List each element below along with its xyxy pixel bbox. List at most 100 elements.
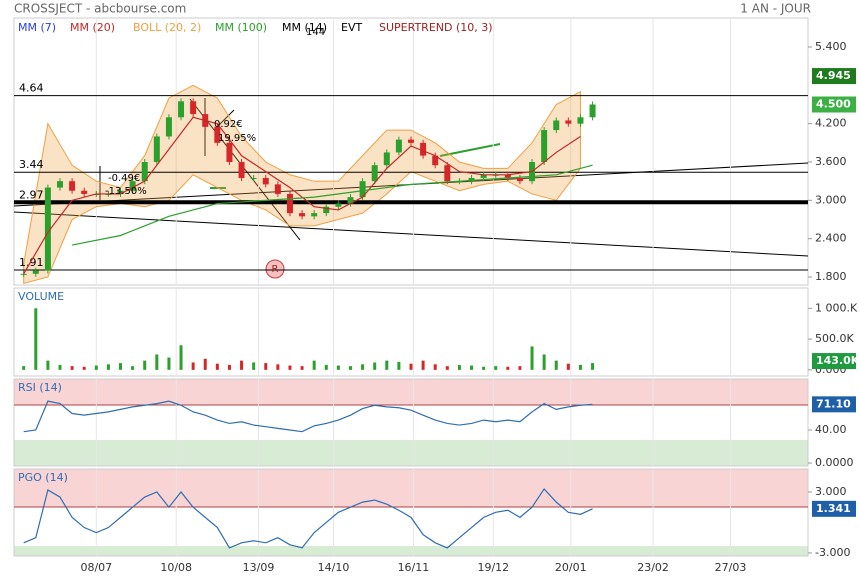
candle — [577, 117, 584, 124]
price-panel — [13, 17, 809, 286]
value-badge — [812, 500, 856, 517]
y-tick-label: 2.400 — [815, 232, 847, 245]
volume-bar — [167, 357, 171, 370]
volume-bar — [179, 345, 183, 370]
volume-bar — [397, 361, 401, 370]
ma-line — [23, 116, 581, 275]
volume-bar — [119, 363, 123, 370]
candle — [323, 206, 330, 214]
legend-entry: MM (100) — [215, 21, 267, 34]
ma-line — [71, 164, 593, 246]
event-marker[interactable] — [265, 259, 285, 279]
volume-bar — [542, 354, 546, 370]
y-tick-label: 0.0000 — [815, 456, 854, 469]
candle — [565, 120, 572, 124]
indicator-line — [23, 487, 593, 549]
candle — [178, 101, 185, 118]
volume-bar — [46, 360, 50, 370]
value-badge — [812, 68, 856, 85]
volume-bar — [506, 366, 510, 370]
volume-bar — [227, 364, 231, 370]
y-tick-label: 3.000 — [815, 193, 847, 206]
y-tick-label: 500.0K — [815, 332, 854, 345]
level-label: 4.64 — [19, 82, 44, 95]
x-tick-label: 13/09 — [243, 561, 275, 574]
value-badge — [812, 396, 856, 413]
volume-bar — [554, 360, 558, 370]
volume-bar — [482, 366, 486, 370]
y-tick-label: 1.800 — [815, 270, 847, 283]
value-badge-label: 143.0K — [816, 354, 860, 367]
value-badge-label: 4.500 — [816, 98, 851, 111]
candle — [432, 155, 439, 166]
candle — [468, 177, 475, 182]
candle — [504, 174, 511, 178]
volume-bar — [324, 364, 328, 370]
candle — [190, 101, 197, 115]
volume-bar — [530, 346, 534, 370]
volume-bar — [240, 360, 244, 370]
volume-bar — [191, 362, 195, 370]
volume-bar — [445, 366, 449, 370]
volume-bar — [578, 364, 582, 370]
candle — [274, 184, 281, 194]
candle — [395, 139, 402, 153]
y-tick-label: 4.200 — [815, 117, 847, 130]
candle — [359, 181, 366, 198]
volume-bar — [70, 366, 74, 370]
trend-line — [13, 211, 809, 257]
y-tick-label: 3.000 — [815, 485, 847, 498]
volume-bar — [566, 363, 570, 370]
y-tick-label: 5.400 — [815, 40, 847, 53]
y-tick-label: 3.600 — [815, 155, 847, 168]
volume-bar — [58, 364, 62, 370]
rsi-low-zone — [14, 440, 808, 466]
volume-bar — [433, 364, 437, 370]
candle — [420, 142, 427, 156]
candle — [226, 142, 233, 163]
x-tick-label: 20/01 — [555, 561, 587, 574]
candle — [311, 213, 318, 217]
volume-bar — [34, 308, 38, 370]
candle — [541, 130, 548, 163]
volume-bar — [336, 365, 340, 370]
candle — [516, 177, 523, 182]
volume-bar — [155, 354, 159, 370]
volume-bar — [457, 364, 461, 370]
legend-entry: EVT — [341, 21, 362, 34]
candle — [238, 162, 245, 178]
legend-entry: MM (7) — [18, 21, 56, 34]
candle — [81, 190, 88, 194]
candle — [299, 213, 306, 217]
candle — [589, 104, 596, 118]
candle — [383, 152, 390, 166]
volume-bar — [591, 363, 595, 370]
volume-bar — [300, 366, 304, 370]
candle — [129, 181, 136, 191]
annotation: -13.50% — [105, 186, 147, 197]
legend-entry: SUPERTREND (10, 3) — [379, 21, 493, 34]
volume-bar — [361, 364, 365, 370]
volume-bar — [203, 358, 207, 370]
x-tick-label: 10/08 — [160, 561, 192, 574]
volume-bar — [276, 364, 280, 370]
period[interactable]: 1 AN - JOUR — [740, 2, 811, 16]
pgo-high-zone — [14, 469, 808, 507]
volume-bar — [94, 365, 98, 370]
candle — [69, 181, 76, 191]
annotation: 19.95% — [218, 133, 256, 144]
annotation: 144 — [306, 27, 325, 38]
volume-bar — [409, 363, 413, 370]
candle — [117, 190, 124, 194]
volume-bar — [348, 366, 352, 370]
value-badge-label: 71.10 — [816, 397, 851, 410]
panel-title: PGO (14) — [18, 471, 68, 484]
candle — [141, 162, 148, 182]
value-badge — [812, 353, 856, 370]
candle — [553, 120, 560, 131]
panel-title: RSI (14) — [18, 381, 62, 394]
candle — [20, 273, 27, 275]
x-tick-label: 19/12 — [477, 561, 509, 574]
x-tick-label: 14/10 — [318, 561, 350, 574]
